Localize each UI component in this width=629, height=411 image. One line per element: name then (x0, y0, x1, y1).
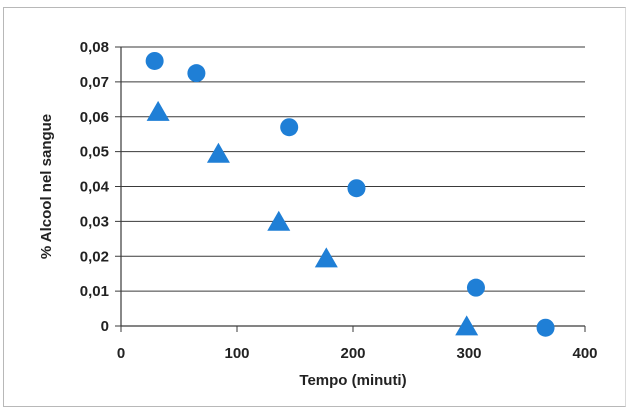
x-tick-label-3: 300 (456, 345, 481, 362)
triangle-point-1 (206, 142, 230, 163)
circle-point-1 (187, 64, 206, 83)
tick-labels: 0 0,01 0,02 0,03 0,04 0,05 0,06 0,07 0,08 0 100 200… (80, 39, 598, 362)
x-tick-label-4: 400 (572, 345, 597, 362)
data-points (145, 51, 555, 337)
y-tick-label-2: 0,02 (80, 248, 109, 265)
y-tick-label-5: 0,05 (80, 144, 109, 161)
x-axis-label: Tempo (minuti) (299, 372, 406, 389)
triangle-point-0 (146, 100, 170, 121)
circle-point-0 (145, 51, 164, 70)
circle-point-5 (536, 318, 555, 337)
y-tick-label-4: 0,04 (80, 179, 110, 196)
triangle-point-3 (314, 247, 338, 268)
gridlines (121, 46, 585, 292)
triangle-point-4 (455, 315, 479, 336)
circle-point-2 (280, 118, 299, 137)
circle-point-4 (466, 278, 485, 297)
triangle-point-2 (267, 210, 291, 231)
y-tick-label-3: 0,03 (80, 213, 109, 230)
y-tick-label-0: 0 (101, 318, 109, 335)
chart-frame: 0 0,01 0,02 0,03 0,04 0,05 0,06 0,07 0,08 0 100 200… (3, 7, 626, 407)
x-tick-label-1: 100 (224, 345, 249, 362)
y-tick-label-1: 0,01 (80, 283, 109, 300)
circle-point-3 (347, 179, 366, 198)
y-axis-label: % Alcool nel sangue (38, 114, 55, 259)
y-tick-label-7: 0,07 (80, 74, 109, 91)
x-tick-label-2: 200 (340, 345, 365, 362)
x-tick-label-0: 0 (117, 345, 125, 362)
y-tick-label-6: 0,06 (80, 109, 109, 126)
scatter-chart: 0 0,01 0,02 0,03 0,04 0,05 0,06 0,07 0,08 0 100 200… (38, 39, 598, 389)
y-tick-label-8: 0,08 (80, 39, 109, 56)
